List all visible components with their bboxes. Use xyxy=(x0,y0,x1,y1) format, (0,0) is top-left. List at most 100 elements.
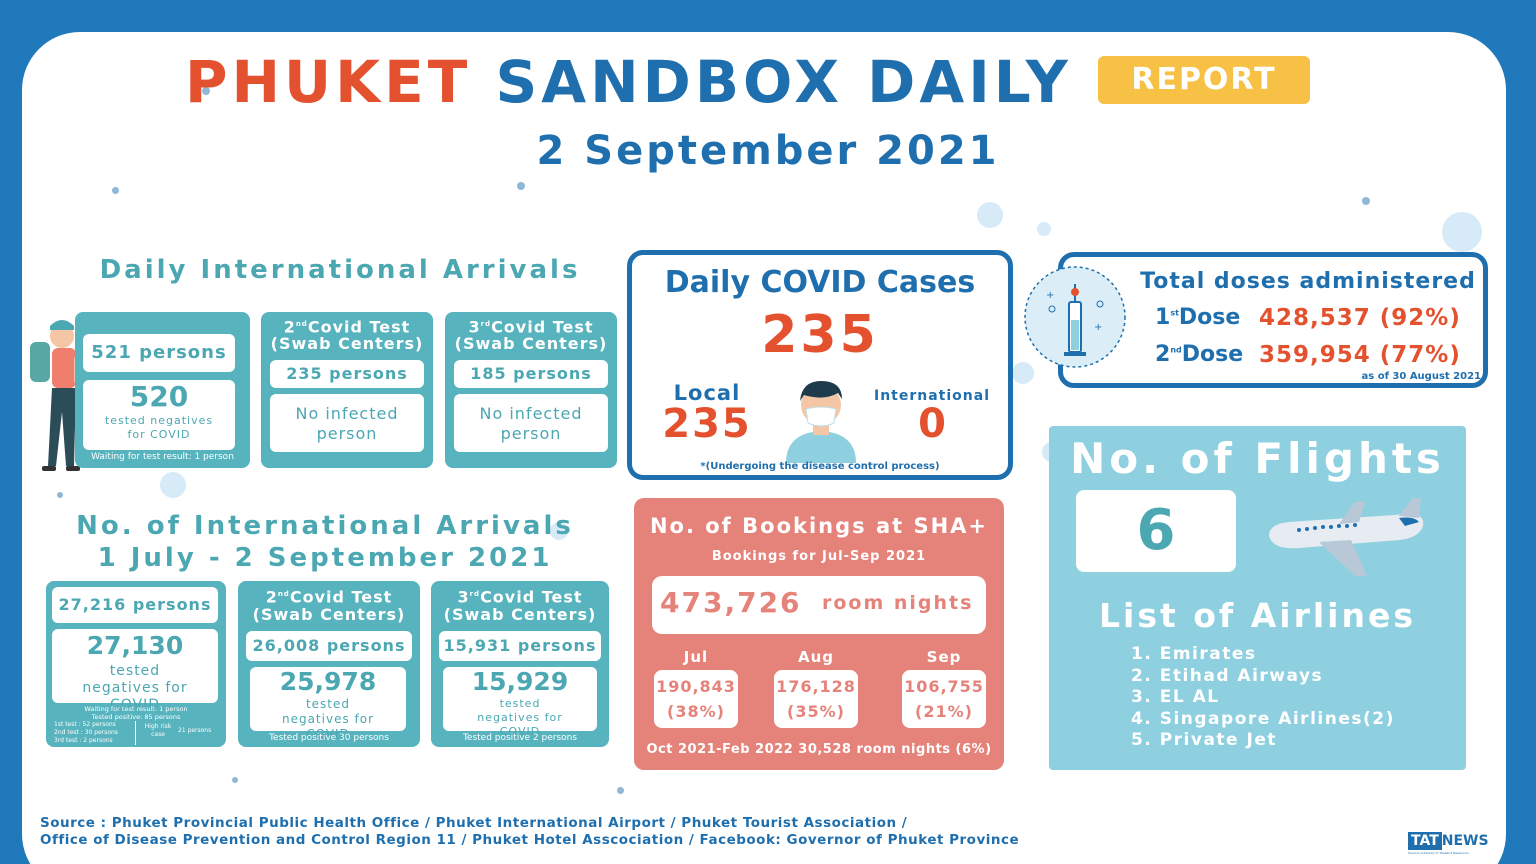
month-label: Sep xyxy=(926,648,962,666)
daily-test2-result: No infected person xyxy=(270,394,424,452)
daily-test3-box: 3rdCovid Test (Swab Centers) 185 persons… xyxy=(445,312,617,468)
total-test3-sub: (Swab Centers) xyxy=(443,605,597,624)
total-test3-positive: Tested positive 2 persons xyxy=(462,733,578,743)
dose1-value: 428,537 (92%) xyxy=(1259,305,1461,331)
total-test2-neg-box: 25,978 tested negatives for COVID xyxy=(250,667,406,741)
international-value: 0 xyxy=(918,401,946,447)
report-date: 2 September 2021 xyxy=(536,128,1000,174)
total-test2-persons: 26,008 persons xyxy=(246,631,412,661)
airlines-list: 1. Emirates 2. Etihad Airways 3. EL AL 4. S… xyxy=(1131,644,1395,752)
high-risk-value: 21 persons xyxy=(178,727,212,734)
month-value: 190,843 xyxy=(656,677,736,696)
total-test2-sub: (Swab Centers) xyxy=(252,605,406,624)
total-test3-neg-label: tested negatives for COVID xyxy=(477,697,563,738)
total-arrivals-heading-line2: 1 July - 2 September 2021 xyxy=(97,543,553,573)
total-negatives-label: tested negatives for COVID xyxy=(82,663,188,713)
breakdown-3rd: 3rd test : 2 persons xyxy=(54,737,113,744)
daily-test3-title: 3rdCovid Test xyxy=(445,314,617,337)
total-test2-title: 2ndCovid Test xyxy=(238,584,420,607)
tat-news-logo: TAT NEWS Tourism Authority of Thailand Ne… xyxy=(1408,830,1498,860)
daily-test2-sub: (Swab Centers) xyxy=(270,334,424,353)
report-badge: REPORT xyxy=(1098,56,1310,104)
month-value-box: 176,128 (35%) xyxy=(774,670,858,728)
airplane-icon xyxy=(1269,498,1424,576)
bubble-dot xyxy=(112,187,119,194)
daily-test2-box: 2ndCovid Test (Swab Centers) 235 persons… xyxy=(261,312,433,468)
bookings-heading: No. of Bookings at SHA+ xyxy=(649,514,989,538)
airline-item: 4. Singapore Airlines(2) xyxy=(1131,708,1395,729)
test-title: Covid Test xyxy=(289,587,393,607)
local-label: Local xyxy=(673,381,741,405)
month-booking: Sep 106,755 (21%) xyxy=(902,648,986,728)
covid-cases-total: 235 xyxy=(761,305,879,365)
ordinal-suffix: st xyxy=(1170,308,1179,318)
logo-news: NEWS xyxy=(1441,833,1489,849)
ordinal-number: 3 xyxy=(468,317,481,337)
airlines-heading: List of Airlines xyxy=(1098,596,1417,635)
total-test2-box: 2ndCovid Test (Swab Centers) 26,008 pers… xyxy=(238,581,420,747)
title-sandbox-daily: SANDBOX DAILY xyxy=(495,48,1072,116)
test-title: Covid Test xyxy=(480,587,583,607)
ordinal-suffix: rd xyxy=(480,320,492,328)
covid-cases-note: *(Undergoing the disease control process… xyxy=(700,461,940,472)
daily-negatives-label: tested negatives for COVID xyxy=(104,414,214,441)
bubble-dot xyxy=(232,777,238,783)
ordinal-suffix: nd xyxy=(277,590,290,598)
month-booking: Aug 176,128 (35%) xyxy=(774,648,858,728)
daily-test3-sub: (Swab Centers) xyxy=(454,334,608,353)
ordinal-suffix: nd xyxy=(1170,345,1182,355)
title-phuket: PHUKET xyxy=(185,48,472,116)
international-label: International xyxy=(873,388,990,404)
bookings-box: No. of Bookings at SHA+ Bookings for Jul… xyxy=(634,498,1004,770)
airline-item: 5. Private Jet xyxy=(1131,730,1277,750)
breakdown-2nd: 2nd test : 30 persons xyxy=(54,729,118,736)
dose2-label: 2ndDose xyxy=(1155,342,1243,367)
traveler-icon xyxy=(30,320,82,471)
total-waiting-note: Waiting for test result: 1 person xyxy=(84,705,188,713)
doses-as-of: as of 30 August 2021 xyxy=(1361,371,1481,382)
daily-test3-result: No infected person xyxy=(454,394,608,452)
ordinal-suffix: nd xyxy=(295,320,308,328)
bubble-dot xyxy=(977,202,1003,228)
bubble-dot xyxy=(160,472,186,498)
total-test3-persons: 15,931 persons xyxy=(439,631,601,661)
bubble-dot xyxy=(1362,197,1370,205)
airline-item: 3. EL AL xyxy=(1131,687,1220,707)
covid-cases-heading: Daily COVID Cases xyxy=(664,265,976,300)
total-test3-title: 3rdCovid Test xyxy=(431,584,609,607)
total-arrivals-box: 27,216 persons 27,130 tested negatives f… xyxy=(46,581,226,747)
total-test3-neg-count: 15,929 xyxy=(471,667,569,696)
test-title: Covid Test xyxy=(307,317,411,337)
dose-word: Dose xyxy=(1181,342,1244,367)
month-value: 176,128 xyxy=(776,677,856,696)
syringe-icon: + + xyxy=(1024,266,1126,368)
ordinal-number: 2 xyxy=(283,317,296,337)
daily-negatives-box: 520 tested negatives for COVID xyxy=(83,380,235,450)
total-positive-note: Tested positive: 85 persons xyxy=(91,713,181,721)
source-line1: Source : Phuket Provincial Public Health… xyxy=(40,815,908,831)
source-line2: Office of Disease Prevention and Control… xyxy=(40,832,1020,848)
bubble-dot xyxy=(617,787,624,794)
total-test3-box: 3rdCovid Test (Swab Centers) 15,931 pers… xyxy=(431,581,609,747)
daily-waiting-note: Waiting for test result: 1 person xyxy=(91,452,234,462)
ordinal-number: 3 xyxy=(457,587,470,607)
breakdown-1st: 1st test : 52 persons xyxy=(54,721,116,728)
test-title: Covid Test xyxy=(491,317,594,337)
month-booking: Jul 190,843 (38%) xyxy=(654,648,738,728)
airline-item: 1. Emirates xyxy=(1131,644,1257,664)
logo-tat: TAT xyxy=(1408,832,1442,850)
dose2-value: 359,954 (77%) xyxy=(1259,342,1461,368)
ordinal-number: 2 xyxy=(265,587,278,607)
month-value: 106,755 xyxy=(904,677,984,696)
total-persons: 27,216 persons xyxy=(52,587,218,623)
bubble-dot xyxy=(1037,222,1051,236)
svg-text:+: + xyxy=(1046,290,1054,301)
month-value-box: 106,755 (21%) xyxy=(902,670,986,728)
bubble-dot xyxy=(1012,362,1034,384)
month-label: Jul xyxy=(683,648,709,666)
daily-persons: 521 persons xyxy=(83,334,235,372)
total-test2-neg-label: tested negatives for COVID xyxy=(281,697,375,741)
daily-test3-persons: 185 persons xyxy=(454,360,608,388)
masked-person-icon xyxy=(786,381,856,463)
daily-test2-title: 2ndCovid Test xyxy=(261,314,433,337)
